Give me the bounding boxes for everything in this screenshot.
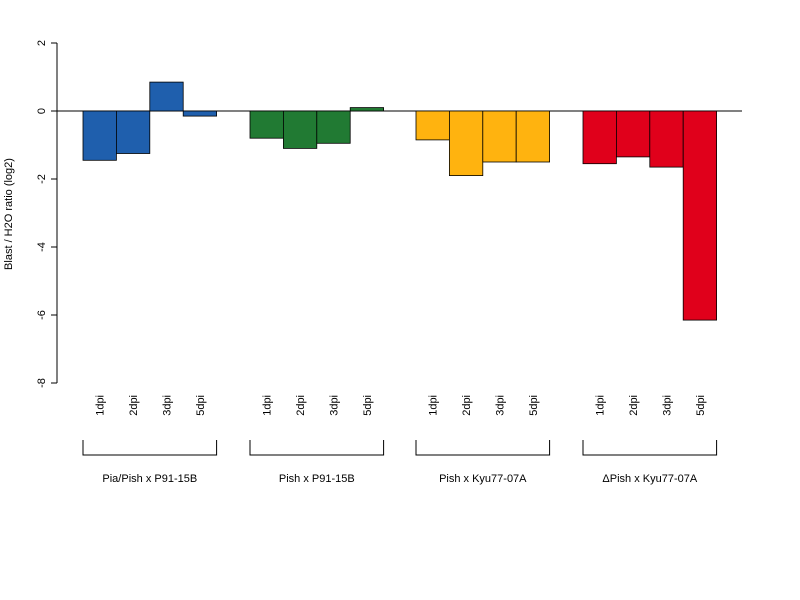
bar [415,110,450,141]
category-label: 3dpi [162,395,174,416]
group-label: Pish x Kyu77-07A [439,473,527,485]
bar [149,81,184,112]
category-label: 2dpi [295,395,307,416]
y-tick-label: -8 [36,378,48,388]
bar [515,110,551,163]
bar [349,107,385,112]
y-tick-label: -6 [36,310,48,320]
category-label: 2dpi [461,395,473,416]
category-label: 1dpi [595,395,607,416]
y-axis: -8 -6 -4 -2 0 2 [36,40,58,388]
y-tick-label: 2 [36,40,48,46]
category-label: 3dpi [662,395,674,416]
bar [316,110,351,144]
category-label: 2dpi [628,395,640,416]
bar [448,110,484,176]
bar [116,110,151,154]
category-label: 2dpi [128,395,140,416]
group-bracket [249,440,385,456]
bar [649,110,684,168]
y-tick-label: -4 [36,242,48,252]
category-label: 1dpi [262,395,274,416]
category-label: 3dpi [495,395,507,416]
bar [282,110,318,149]
group-label: Pia/Pish x P91-15B [102,473,197,485]
group-bracket [582,440,718,456]
category-label: 1dpi [428,395,440,416]
bar [682,110,718,321]
category-labels: 1dpi 2dpi 3dpi 5dpi 1dpi 2dpi 3dpi 5dpi 1dpi 2dpi… [95,395,707,416]
bar [182,110,217,117]
bar [249,110,284,139]
bar [482,110,517,163]
category-label: 3dpi [329,395,341,416]
group-label: ΔPish x Kyu77-07A [602,473,697,485]
group-brackets: Pia/Pish x P91-15B Pish x P91-15B Pish x K… [82,440,718,485]
category-label: 5dpi [362,395,374,416]
group-label: Pish x P91-15B [279,473,355,485]
category-label: 5dpi [695,395,707,416]
bar [582,110,617,165]
group-bracket [415,440,551,456]
bar [616,110,651,158]
category-label: 1dpi [95,395,107,416]
category-label: 5dpi [195,395,207,416]
group-bracket [82,440,218,456]
y-tick-label: -2 [36,174,48,184]
bar [82,110,117,161]
category-label: 5dpi [528,395,540,416]
y-axis-title: Blast / H2O ratio (log2) [3,158,15,270]
y-tick-label: 0 [36,108,48,114]
bars [82,81,718,321]
